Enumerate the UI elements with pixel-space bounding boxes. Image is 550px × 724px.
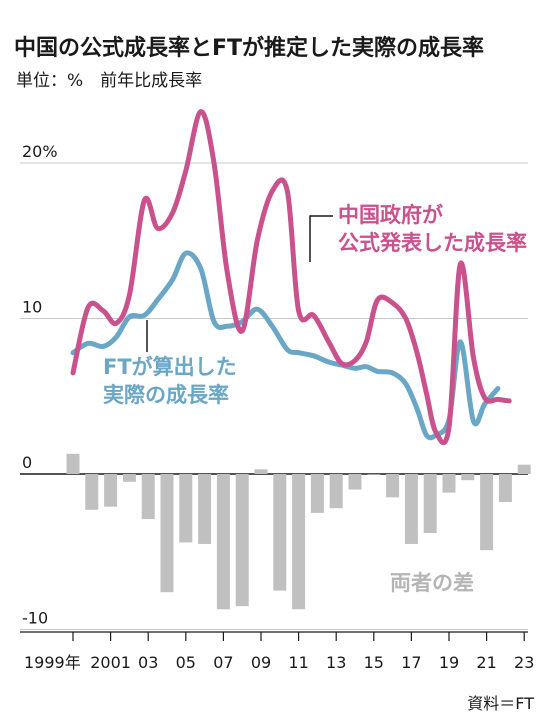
x-tick-label-2019: 19 [439, 653, 459, 672]
y-tick-label-0: 20% [22, 142, 58, 161]
difference-bar-2008 [235, 474, 249, 607]
official-leader-line [309, 215, 333, 262]
difference-bar-2002 [122, 474, 136, 482]
official-growth-line [70, 109, 512, 446]
difference-bar-2004 [160, 474, 174, 593]
difference-bar-2011 [292, 474, 306, 610]
x-tick-label-2023: 23 [514, 653, 534, 672]
x-tick-label-2015: 15 [364, 653, 384, 672]
x-tick-label-2017: 17 [401, 653, 421, 672]
chart-title: 中国の公式成長率とFTが推定した実際の成長率 [14, 36, 485, 61]
difference-bar-2003 [141, 474, 155, 520]
x-tick-label-2001: 2001 [90, 653, 131, 672]
difference-bar-2001 [104, 474, 118, 507]
difference-bar-2019 [442, 474, 456, 493]
y-tick-label-3: -10 [22, 609, 48, 628]
x-axis: 1999年 2001 03 05 07 09 11 13 15 17 19 21 23 [20, 631, 534, 672]
difference-bar-2015 [367, 474, 381, 475]
difference-bar-1999 [66, 453, 80, 474]
difference-bar-2013 [329, 474, 343, 509]
difference-bar-2020 [461, 474, 475, 481]
difference-bar-2014 [348, 474, 362, 490]
x-tick-label-1999: 1999年 [24, 653, 81, 672]
x-tick-label-2021: 21 [476, 653, 496, 672]
difference-bar-2005 [179, 474, 193, 543]
y-tick-label-2: 0 [22, 453, 32, 472]
series-lines [70, 109, 512, 446]
x-tick-label-2005: 05 [176, 653, 196, 672]
x-tick-label-2003: 03 [138, 653, 158, 672]
y-tick-label-1: 10 [22, 298, 42, 317]
difference-bar-2000 [85, 474, 99, 510]
x-tick-label-2013: 13 [326, 653, 346, 672]
difference-bar-2018 [423, 474, 437, 534]
difference-bar-2010 [273, 474, 287, 591]
unit-label: 単位：% 前年比成長率 [16, 71, 203, 91]
difference-bar-2021 [480, 474, 494, 551]
difference-bars [66, 453, 531, 610]
difference-bar-2016 [386, 474, 400, 498]
difference-bar-2007 [216, 474, 230, 610]
difference-bar-2009 [254, 469, 268, 474]
ft-label-line1: FTが算出した [103, 355, 237, 379]
official-label-line1: 中国政府が [338, 203, 443, 227]
difference-bar-2012 [310, 474, 324, 513]
x-tick-label-2011: 11 [288, 653, 308, 672]
ft-label-line2: 実際の成長率 [103, 383, 229, 407]
x-tick-label-2007: 07 [213, 653, 233, 672]
x-tick-label-2009: 09 [251, 653, 271, 672]
ft-estimate-line [70, 250, 501, 441]
difference-bar-2023 [517, 464, 531, 474]
official-label-line2: 公式発表した成長率 [338, 231, 527, 255]
difference-bar-2017 [404, 474, 418, 544]
difference-bar-2022 [498, 474, 512, 502]
annotations: 中国政府が 公式発表した成長率 FTが算出した 実際の成長率 両者の差 [103, 203, 527, 595]
difference-bar-2006 [198, 474, 212, 544]
difference-label: 両者の差 [390, 571, 474, 595]
source-note: 資料＝FT [467, 694, 534, 713]
